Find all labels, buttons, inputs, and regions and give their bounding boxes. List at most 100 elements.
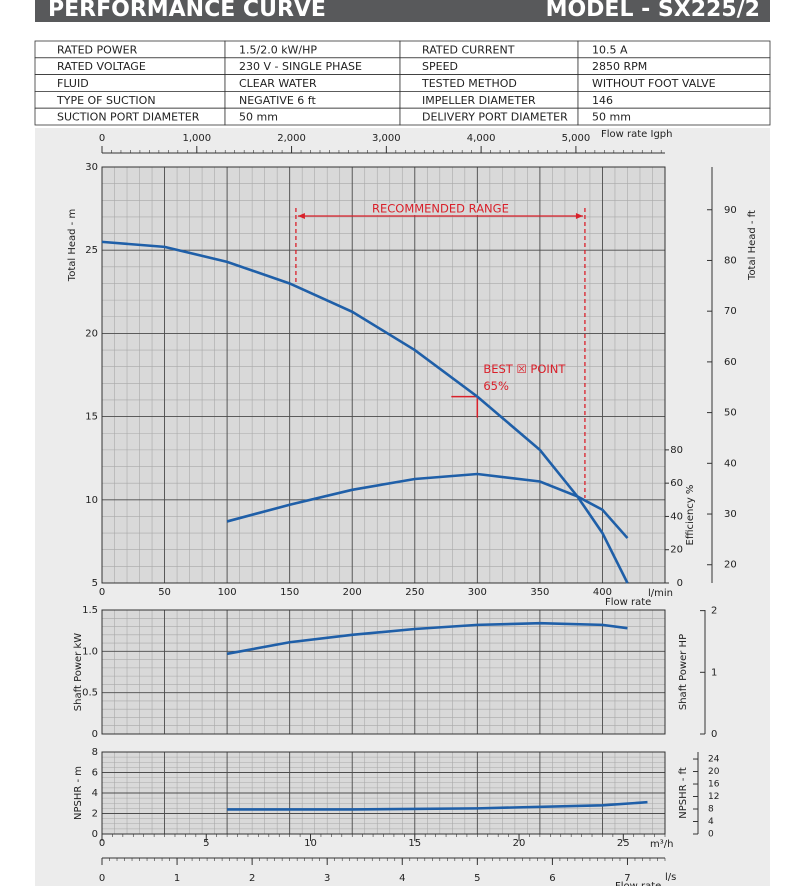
y-axis-label: NPSHR - m (73, 766, 84, 820)
flow-tick-label: 0 (99, 133, 105, 144)
x-tick-label: 100 (218, 587, 237, 598)
range-label: RECOMMENDED RANGE (372, 202, 509, 216)
spec-table: RATED POWER 1.5/2.0 kW/HP RATED CURRENT 10.… (34, 40, 771, 126)
y2-tick-label: 40 (724, 458, 737, 469)
best-point-label: BEST ☒ POINT (483, 362, 566, 376)
y2-axis-label: NPSHR - ft (678, 767, 689, 819)
x-tick-label: 350 (530, 587, 549, 598)
flow-tick-label: 5 (203, 838, 209, 849)
best-point-eff: 65% (483, 379, 509, 393)
y2-tick-label: 0 (708, 830, 714, 840)
flow-tick-label: 2 (249, 873, 255, 884)
cell-text: SPEED (422, 60, 458, 73)
cell-text: RATED CURRENT (422, 43, 515, 56)
x-tick-label: 200 (343, 587, 362, 598)
x-tick-label: 50 (158, 587, 171, 598)
cell-text: 50 mm (592, 111, 631, 124)
curve (101, 240, 629, 584)
cell-text: 230 V - SINGLE PHASE (239, 60, 362, 73)
y-tick-label: 0.5 (82, 688, 98, 699)
cell-text: RATED VOLTAGE (57, 60, 146, 73)
y2-tick-label: 80 (724, 255, 737, 266)
flow-tick-label: 20 (513, 838, 526, 849)
y3-tick-label: 20 (670, 545, 683, 556)
plot-area (102, 167, 665, 583)
y-axis-label: Total Head - m (67, 209, 78, 282)
y2-tick-label: 4 (708, 817, 714, 827)
flow-tick-label: 1 (174, 873, 180, 884)
y2-tick-label: 70 (724, 306, 737, 317)
y-tick-label: 15 (85, 412, 98, 423)
cell-text: FLUID (57, 77, 89, 90)
x-tick-label: 400 (593, 587, 612, 598)
y2-axis-label: Shaft Power HP (678, 634, 689, 710)
flow-tick-label: 4,000 (467, 133, 496, 144)
x-axis-label: l/min (648, 588, 673, 599)
x-tick-label: 150 (280, 587, 299, 598)
y2-axis-label: Total Head - ft (747, 210, 758, 281)
x-tick-label: 0 (99, 587, 105, 598)
x-tick-label: 300 (468, 587, 487, 598)
y-tick-label: 20 (85, 328, 98, 339)
plot-border (101, 609, 666, 735)
flow-tick-label: 4 (399, 873, 405, 884)
x3-axis-label: l/s (665, 872, 676, 883)
y-tick-label: 4 (92, 788, 98, 799)
y3-tick-label: 0 (677, 578, 683, 589)
header-bar (35, 0, 770, 22)
y2-tick-label: 50 (724, 408, 737, 419)
y2-tick-label: 20 (708, 767, 720, 777)
flow-tick-label: 15 (408, 838, 421, 849)
y-tick-label: 1.5 (82, 605, 98, 616)
y-tick-label: 1.0 (82, 646, 98, 657)
curve (227, 800, 648, 811)
cell-text: TESTED METHOD (421, 77, 517, 90)
cell-text: CLEAR WATER (239, 77, 317, 90)
y2-tick-label: 90 (724, 205, 737, 216)
range-label-bg (370, 203, 511, 215)
cell-text: 1.5/2.0 kW/HP (239, 43, 317, 56)
flow-tick-label: 0 (99, 838, 105, 849)
header-title: PERFORMANCE CURVE (48, 0, 326, 22)
x2-axis-label: m³/h (650, 839, 673, 850)
x-tick-label: 250 (405, 587, 424, 598)
y2-tick-label: 8 (708, 805, 714, 815)
y3-tick-label: 80 (670, 445, 683, 456)
cell-text: 50 mm (239, 111, 278, 124)
y3-tick-label: 40 (670, 511, 683, 522)
flow-tick-label: 6 (549, 873, 555, 884)
y-tick-label: 30 (85, 162, 98, 173)
y-tick-label: 25 (85, 245, 98, 256)
y3-axis-label: Efficiency % (685, 485, 696, 546)
y2-tick-label: 16 (708, 780, 720, 790)
y2-tick-label: 30 (724, 509, 737, 520)
y2-tick-label: 20 (724, 560, 737, 571)
y-tick-label: 0 (92, 829, 98, 840)
table-cell (577, 107, 771, 126)
flow-tick-label: 7 (624, 873, 630, 884)
y2-tick-label: 2 (711, 606, 717, 617)
y2-tick-label: 60 (724, 357, 737, 368)
plot-border (101, 166, 666, 584)
y-tick-label: 2 (92, 809, 98, 820)
flow-tick-label: 5,000 (562, 133, 591, 144)
flow-tick-label: 2,000 (277, 133, 306, 144)
y-tick-label: 5 (92, 578, 98, 589)
cell-text: WITHOUT FOOT VALVE (592, 77, 716, 90)
cell-text: 2850 RPM (592, 60, 647, 73)
flow-tick-label: 25 (617, 838, 630, 849)
y-tick-label: 10 (85, 495, 98, 506)
y3-tick-label: 60 (670, 478, 683, 489)
cell-text: DELIVERY PORT DIAMETER (422, 111, 568, 124)
x2-axis-label: Flow rate Igph (601, 129, 672, 140)
plot-area (102, 610, 665, 734)
x-axis-label: Flow rate (605, 597, 651, 608)
y2-tick-label: 24 (708, 755, 720, 765)
cell-text: 10.5 A (592, 43, 628, 56)
y2-tick-label: 12 (708, 792, 719, 802)
y-axis-label: Shaft Power kW (73, 633, 84, 711)
curve (226, 621, 628, 656)
cell-text: TYPE OF SUCTION (56, 94, 156, 107)
flow-tick-label: 0 (99, 873, 105, 884)
